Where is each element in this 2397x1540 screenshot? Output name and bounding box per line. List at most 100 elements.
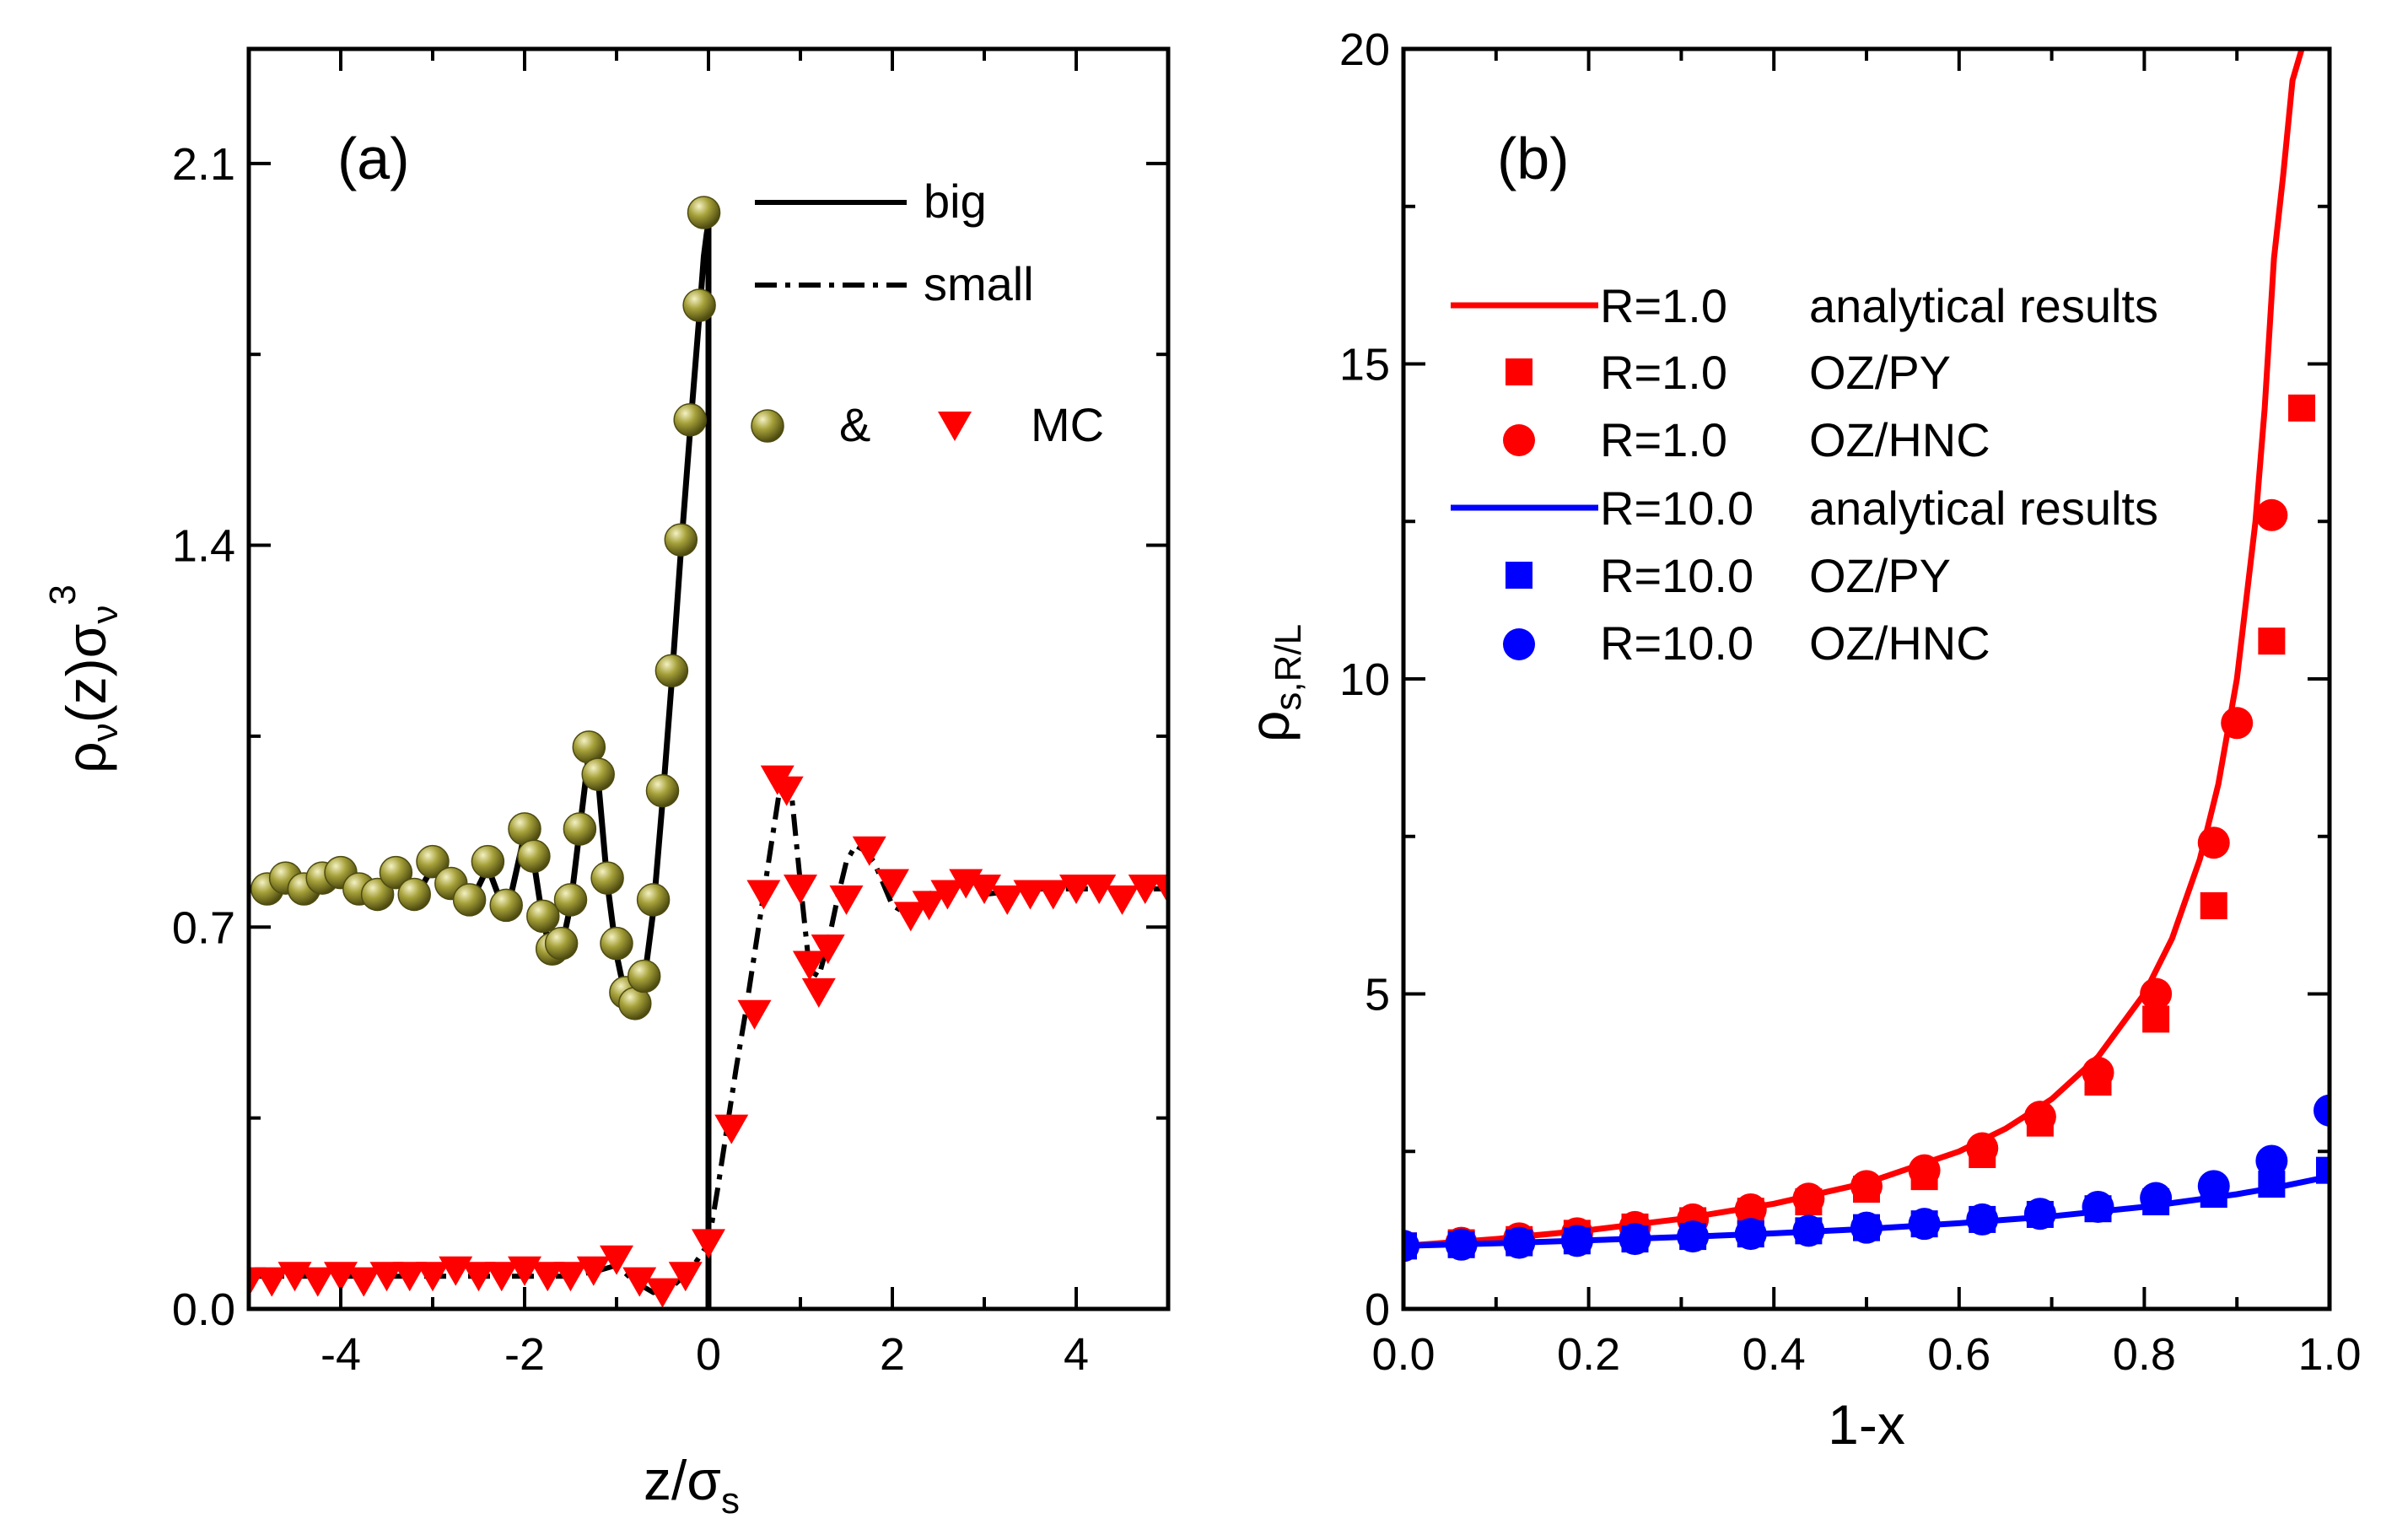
panel-b-axes: 0.0 0.2 0.4 0.6 0.8 1.0 0 5 10 15 20 (1339, 24, 2362, 1380)
legend-small-label: small (924, 257, 1034, 310)
panel-b: 0.0 0.2 0.4 0.6 0.8 1.0 0 5 10 15 20 (b) ρs,R/L 1-… (1238, 24, 2362, 1456)
data-point-0-2-9 (416, 844, 450, 879)
data-point-0-2-7 (379, 855, 413, 890)
y-tick-label-0-3: 2.1 (172, 139, 235, 190)
data-point-1-5-9 (1908, 1208, 1941, 1241)
data-point-0-2-22 (581, 757, 615, 791)
data-point-0-2-34 (687, 196, 721, 229)
x-tick-label-1-0: 0.0 (1371, 1329, 1435, 1380)
data-point-0-3-28 (801, 977, 836, 1008)
data-point-1-2-9 (1908, 1154, 1941, 1187)
data-point-0-2-28 (636, 883, 671, 917)
data-point-0-3-43 (1105, 885, 1139, 915)
data-point-1-1-16 (2288, 394, 2316, 422)
data-point-1-5-11 (2023, 1198, 2056, 1230)
x-tick-label-1-4: 0.8 (2113, 1329, 2176, 1380)
data-point-1-5-3 (1560, 1225, 1593, 1257)
data-point-1-2-6 (1734, 1193, 1767, 1225)
data-point-1-5-15 (2255, 1144, 2288, 1177)
data-point-0-3-34 (912, 891, 946, 921)
data-point-0-2-11 (452, 883, 487, 917)
data-point-0-3-21 (714, 1114, 749, 1144)
data-point-0-3-13 (531, 1262, 565, 1292)
data-point-1-1-13 (2142, 1005, 2170, 1033)
legend-r1-py-square (1506, 358, 1532, 385)
x-tick-label-1-5: 1.0 (2297, 1329, 2361, 1380)
data-point-0-3-8 (416, 1262, 450, 1292)
data-point-1-1-15 (2258, 627, 2286, 655)
y-tick-label-1-0: 0 (1365, 1284, 1390, 1335)
data-point-1-2-15 (2221, 707, 2254, 740)
data-point-0-2-20 (563, 812, 597, 846)
legend-r10-analytical-desc: analytical results (1809, 482, 2158, 535)
data-point-0-3-45 (1151, 875, 1168, 904)
data-point-0-3-1 (255, 1267, 289, 1297)
data-point-1-2-16 (2255, 498, 2288, 531)
series-line-0-0 (249, 220, 712, 1309)
axis-frame-1 (1401, 46, 2332, 1311)
data-point-0-3-40 (1036, 880, 1070, 910)
legend-r10-hnc-r: R=10.0 (1600, 617, 1753, 670)
x-tick-label-0-4: 4 (1064, 1329, 1089, 1380)
y-tick-label-0-0: 0.0 (172, 1284, 235, 1335)
data-point-0-2-16 (526, 899, 560, 934)
legend-r10-hnc-desc: OZ/HNC (1809, 617, 1990, 670)
data-point-0-3-18 (645, 1278, 680, 1308)
legend-r1-hnc-desc: OZ/HNC (1809, 413, 1990, 466)
data-point-0-3-15 (576, 1256, 611, 1286)
data-point-0-3-17 (622, 1267, 657, 1297)
data-point-1-2-13 (2140, 977, 2173, 1010)
data-point-1-2-11 (2023, 1101, 2056, 1133)
data-point-0-3-25 (769, 776, 804, 806)
data-point-0-2-32 (673, 403, 707, 437)
data-point-1-5-13 (2140, 1182, 2173, 1214)
panel-a: -4 -2 0 2 4 0.0 0.7 1.4 2.1 (a) ρν(z)σν3 z/σs bi… (42, 46, 1171, 1521)
data-point-1-5-0 (1403, 1230, 1419, 1263)
data-point-0-3-29 (811, 934, 845, 965)
data-point-0-3-31 (852, 836, 886, 866)
data-point-0-3-41 (1059, 875, 1093, 904)
data-point-0-3-27 (792, 950, 827, 981)
data-point-0-3-20 (692, 1229, 725, 1259)
panel-b-label: (b) (1497, 126, 1570, 191)
legend-r10-py-r: R=10.0 (1600, 549, 1753, 602)
x-tick-label-0-0: -4 (320, 1329, 361, 1380)
data-point-0-3-7 (392, 1262, 427, 1292)
legend-r1-py-r: R=1.0 (1600, 346, 1727, 399)
legend-sphere-marker (751, 409, 784, 443)
legend-r1-analytical-desc: analytical results (1809, 279, 2158, 332)
y-tick-label-1-3: 15 (1339, 340, 1390, 390)
data-point-1-5-8 (1850, 1211, 1883, 1244)
y-tick-label-1-2: 10 (1339, 654, 1390, 705)
panel-a-legend: big small & MC (751, 175, 1104, 451)
data-point-0-3-16 (600, 1245, 633, 1275)
data-point-1-5-16 (2314, 1094, 2330, 1127)
data-point-0-3-35 (930, 880, 965, 910)
data-point-0-3-10 (461, 1262, 496, 1292)
legend-connector: & (839, 398, 870, 451)
panel-b-xlabel: 1-x (1828, 1393, 1905, 1456)
data-point-1-5-12 (2082, 1190, 2114, 1223)
panel-a-label: (a) (337, 126, 410, 191)
x-tick-label-0-2: 0 (696, 1329, 721, 1380)
data-point-0-2-24 (600, 926, 633, 961)
panel-a-plot-area (249, 196, 1168, 1309)
data-point-0-2-27 (627, 959, 661, 993)
legend-r1-py-desc: OZ/PY (1809, 346, 1951, 399)
data-point-0-2-31 (664, 523, 698, 557)
data-point-0-3-22 (737, 999, 772, 1030)
data-point-1-5-5 (1677, 1220, 1710, 1253)
legend-r1-analytical-r: R=1.0 (1600, 279, 1727, 332)
data-point-0-2-29 (645, 773, 680, 808)
data-point-1-5-1 (1445, 1228, 1478, 1261)
data-point-0-3-44 (1128, 875, 1162, 904)
data-point-0-3-33 (893, 902, 928, 932)
data-point-0-2-6 (360, 877, 395, 912)
data-point-0-2-13 (489, 888, 523, 923)
data-point-1-5-14 (2197, 1170, 2230, 1203)
data-point-0-3-3 (300, 1267, 335, 1297)
legend-r10-hnc-circle (1503, 628, 1535, 660)
data-point-1-2-14 (2197, 827, 2230, 859)
legend-r10-py-square (1506, 562, 1532, 589)
